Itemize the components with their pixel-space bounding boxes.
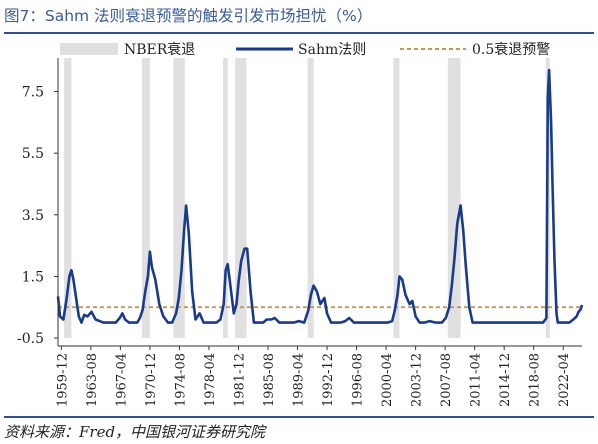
legend-label-sahm: Sahm法则: [298, 42, 366, 58]
legend-label-nber: NBER衰退: [124, 41, 195, 58]
recession-band-2: [141, 58, 150, 338]
y-tick-label: 5.5: [22, 146, 44, 162]
x-tick-label: 1985-08: [262, 353, 277, 407]
x-tick-label: 1974-08: [173, 353, 188, 407]
recession-band-4: [223, 58, 228, 338]
y-tick-label: 3.5: [22, 208, 44, 224]
chart-title: 图7：Sahm 法则衰退预警的触发引发市场担忧（%）: [4, 7, 373, 25]
recession-band-5: [235, 58, 247, 338]
x-tick-label: 2003-12: [410, 353, 425, 407]
sahm-rule-chart: -0.5 1.5 3.5 5.5 7.5 1959-12 1963-08 1967-04 197…: [17, 41, 584, 407]
y-tick-label: 1.5: [22, 269, 44, 285]
recession-bands: [64, 58, 550, 338]
recession-band-7: [393, 58, 400, 338]
x-tick-label: 2022-04: [557, 353, 572, 407]
source-divider: [4, 416, 594, 418]
title-divider: [4, 32, 594, 34]
x-tick-label: 2007-08: [439, 353, 454, 407]
recession-band-6: [307, 58, 314, 338]
x-tick-label: 2014-12: [498, 353, 513, 407]
x-tick-label: 1989-04: [292, 353, 307, 407]
recession-band-8: [447, 58, 461, 338]
series-layer: [56, 68, 584, 324]
recession-band-1: [64, 58, 72, 338]
axis-layer: -0.5 1.5 3.5 5.5 7.5 1959-12 1963-08 1967-04 197…: [17, 58, 582, 407]
x-tick-label: 1996-08: [351, 353, 366, 407]
series-line-sahm: [56, 68, 584, 324]
x-tick-label: 1970-12: [144, 353, 159, 407]
x-tick-label: 2018-08: [528, 353, 543, 407]
x-tick-label: 1967-04: [114, 353, 129, 407]
y-tick-label: -0.5: [17, 331, 44, 347]
legend-label-threshold: 0.5衰退预警: [472, 41, 550, 58]
recession-band-3: [173, 58, 185, 338]
source-note: 资料来源：Fred，中国银河证券研究院: [4, 423, 266, 441]
legend: NBER衰退 Sahm法则 0.5衰退预警: [60, 41, 550, 58]
x-tick-label: 1963-08: [85, 353, 100, 407]
x-tick-label: 1981-12: [232, 353, 247, 407]
legend-swatch-nber: [60, 43, 118, 55]
y-tick-label: 7.5: [22, 85, 44, 101]
x-tick-label: 2000-04: [380, 353, 395, 407]
x-tick-label: 1959-12: [55, 353, 70, 407]
x-tick-label: 2011-04: [469, 353, 484, 407]
x-tick-label: 1978-04: [203, 353, 218, 407]
x-tick-label: 1992-12: [321, 353, 336, 407]
